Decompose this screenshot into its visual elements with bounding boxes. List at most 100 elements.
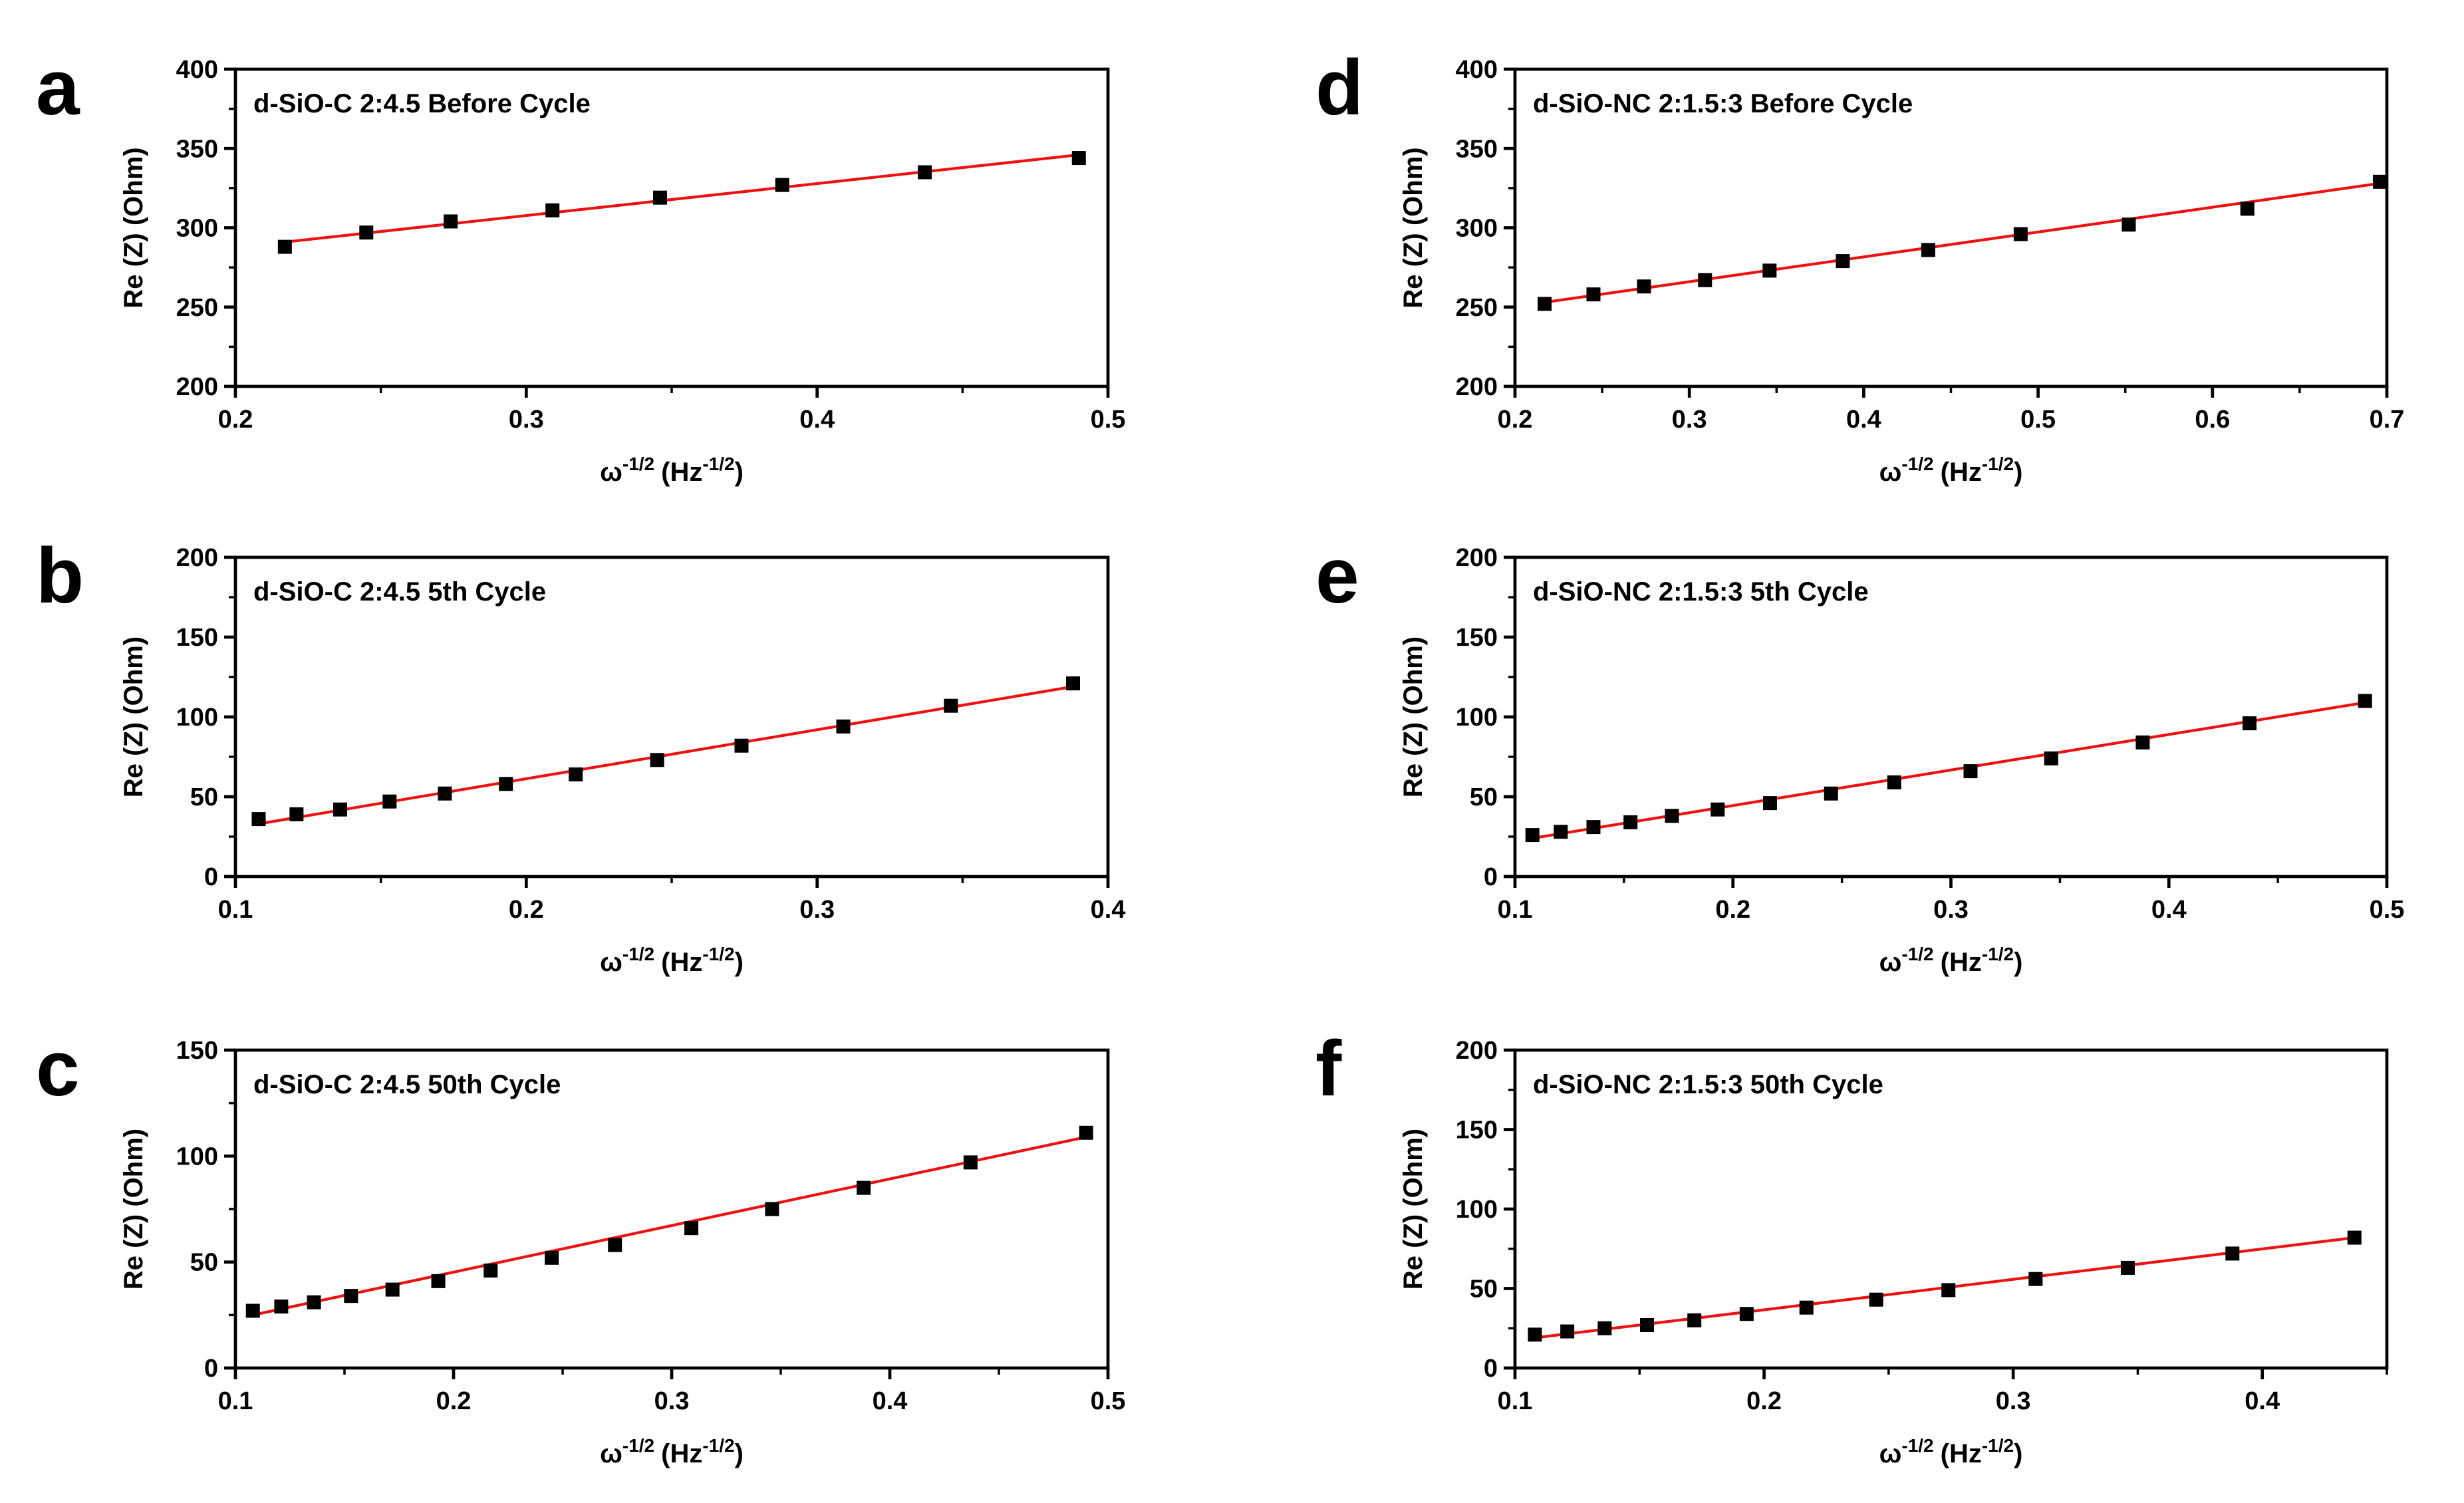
y-tick-label: 100 [176,704,218,732]
data-point [963,1155,978,1170]
panel-title: d-SiO-C 2:4.5 Before Cycle [253,89,591,118]
data-point [917,165,932,180]
data-point [2225,1246,2240,1261]
y-tick-label: 150 [176,624,218,652]
panel-letter: d [1315,44,1363,132]
data-point [1799,1300,1814,1315]
x-axis-symbol: ω [600,948,622,977]
chart-panel-d: d 200 250 300 350 400 0.2 0.3 0.4 0.5 0.6 0.7 d-SiO-… [1315,44,2404,487]
y-tick-label: 0 [204,863,218,891]
data-point [307,1295,321,1309]
data-point [289,807,304,821]
x-tick-label: 0.5 [1091,406,1126,434]
data-point [251,812,266,827]
x-axis-unit: (Hz [661,1439,702,1468]
panel-title: d-SiO-C 2:4.5 50th Cycle [253,1070,561,1099]
x-axis-title: ω-1/2 (Hz-1/2) [1879,1435,2023,1468]
data-point [385,1282,400,1297]
data-point [444,214,458,229]
x-tick-label: 0.5 [1091,1387,1126,1415]
data-point [684,1221,699,1236]
x-axis-title: ω-1/2 (Hz-1/2) [1879,944,2023,977]
x-tick-label: 0.2 [436,1387,472,1415]
data-point [1586,820,1601,835]
chart-panel-e: e 0 50 100 150 200 0.1 0.2 0.3 0.4 0.5 d-SiO-NC 2:1… [1315,532,2404,977]
panel-letter: b [36,532,84,620]
x-axis-unit-close: ) [735,458,744,487]
x-tick-label: 0.4 [2245,1387,2280,1415]
data-point [1762,263,1777,278]
chart-panel-f: f 0 50 100 150 200 0.1 0.2 0.3 0.4 d-SiO-NC 2:1.5:… [1315,1025,2389,1468]
data-point [836,719,851,734]
y-tick-label: 300 [1456,215,1498,243]
data-point [2135,735,2150,750]
data-point [1963,764,1978,779]
x-axis-symbol: ω [600,458,622,487]
data-point [274,1299,289,1314]
y-axis-title: Re (Z) (Ohm) [1399,147,1428,308]
data-point [1071,151,1086,166]
data-point [2044,751,2058,765]
y-tick-label: 50 [190,783,218,811]
data-point [569,767,583,781]
x-axis-unit-exponent: -1/2 [1982,944,2014,964]
data-point [431,1274,446,1288]
x-axis-title: ω-1/2 (Hz-1/2) [1879,454,2023,487]
data-point [857,1180,871,1195]
chart-panel-c: c 0 50 100 150 0.1 0.2 0.3 0.4 0.5 d-SiO-C 2:4.5 5… [36,1025,1125,1468]
x-axis-title: ω-1/2 (Hz-1/2) [600,454,744,487]
data-point [277,239,292,254]
data-point [499,777,513,791]
x-axis-exponent: -1/2 [1901,1435,1933,1456]
x-tick-label: 0.1 [218,1387,253,1415]
x-axis-unit: (Hz [661,948,702,977]
x-tick-label: 0.2 [218,406,253,434]
fit-line [1544,182,2380,304]
y-tick-label: 150 [176,1037,218,1065]
data-point [1836,254,1850,269]
y-tick-label: 400 [1456,56,1498,84]
data-point [483,1263,498,1278]
panel-letter: c [36,1025,80,1113]
x-axis-unit-exponent: -1/2 [702,1435,734,1456]
data-point [438,786,452,801]
y-tick-label: 50 [190,1249,218,1277]
x-tick-label: 0.1 [1498,896,1533,924]
y-tick-label: 200 [176,373,218,401]
panel-title: d-SiO-NC 2:1.5:3 5th Cycle [1533,577,1869,607]
y-axis-title: Re (Z) (Ohm) [119,147,148,308]
x-tick-label: 0.3 [654,1387,690,1415]
data-point [1538,297,1552,311]
x-tick-label: 0.3 [1672,406,1707,434]
panel-title: d-SiO-NC 2:1.5:3 Before Cycle [1533,89,1913,118]
y-tick-label: 350 [176,135,218,163]
data-point [1637,279,1651,294]
x-axis-unit-exponent: -1/2 [702,454,734,474]
x-axis-exponent: -1/2 [622,1435,654,1456]
data-point [1560,1324,1575,1339]
x-axis-symbol: ω [1879,458,1902,487]
data-point [734,738,749,753]
data-point [1869,1292,1883,1307]
x-axis-exponent: -1/2 [1901,454,1933,474]
data-point [1698,273,1712,287]
x-axis-exponent: -1/2 [1901,944,1933,964]
x-tick-label: 0.4 [799,406,835,434]
x-tick-label: 0.4 [1846,406,1881,434]
y-tick-label: 100 [176,1143,218,1170]
data-point [2120,1260,2135,1275]
y-tick-label: 50 [1470,1276,1498,1303]
x-tick-label: 0.1 [218,896,253,924]
y-tick-label: 0 [204,1355,218,1383]
data-point [1554,825,1568,839]
data-point [382,794,397,809]
data-point [245,1303,260,1318]
data-point [1623,815,1638,829]
x-axis-unit-close: ) [2014,458,2022,487]
x-axis-symbol: ω [600,1439,622,1468]
x-axis-unit-exponent: -1/2 [702,944,734,964]
data-point [2358,694,2372,708]
x-tick-label: 0.4 [873,1387,908,1415]
data-point [944,698,958,713]
y-axis-title: Re (Z) (Ohm) [1399,636,1428,797]
